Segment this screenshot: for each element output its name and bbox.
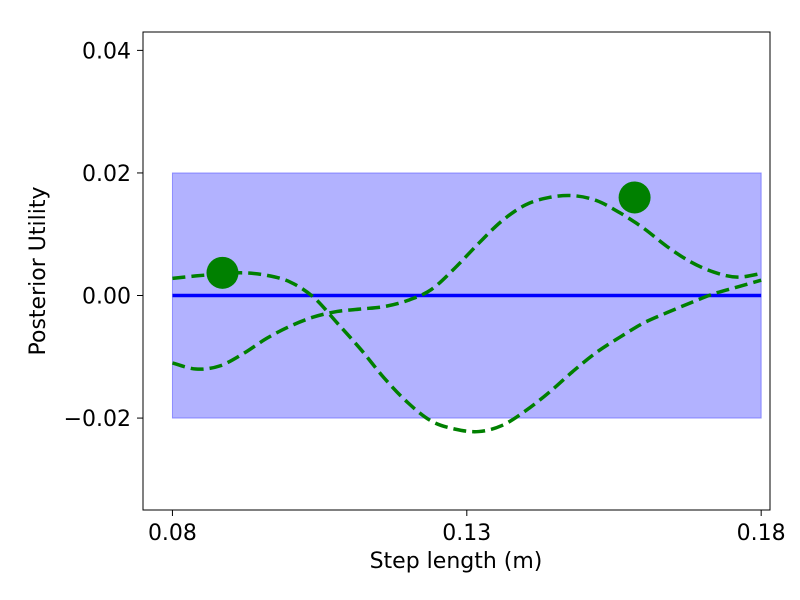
y-axis-title: Posterior Utility xyxy=(26,187,51,356)
marker-point-2 xyxy=(618,181,651,214)
series-line-1 xyxy=(172,271,762,434)
x-tick-label: 0.13 xyxy=(442,521,491,546)
x-tick-label: 0.08 xyxy=(148,521,197,546)
marker-point-1 xyxy=(206,256,239,289)
y-tick-label: 0.02 xyxy=(82,162,131,187)
y-tick-label: 0.00 xyxy=(82,285,131,310)
y-tick-label: 0.04 xyxy=(82,39,131,64)
x-tick-label: 0.18 xyxy=(737,521,786,546)
y-tick-label: −0.02 xyxy=(64,407,131,432)
x-axis-title: Step length (m) xyxy=(370,549,543,574)
series-line-2 xyxy=(171,193,762,371)
axes-frame xyxy=(142,31,771,511)
